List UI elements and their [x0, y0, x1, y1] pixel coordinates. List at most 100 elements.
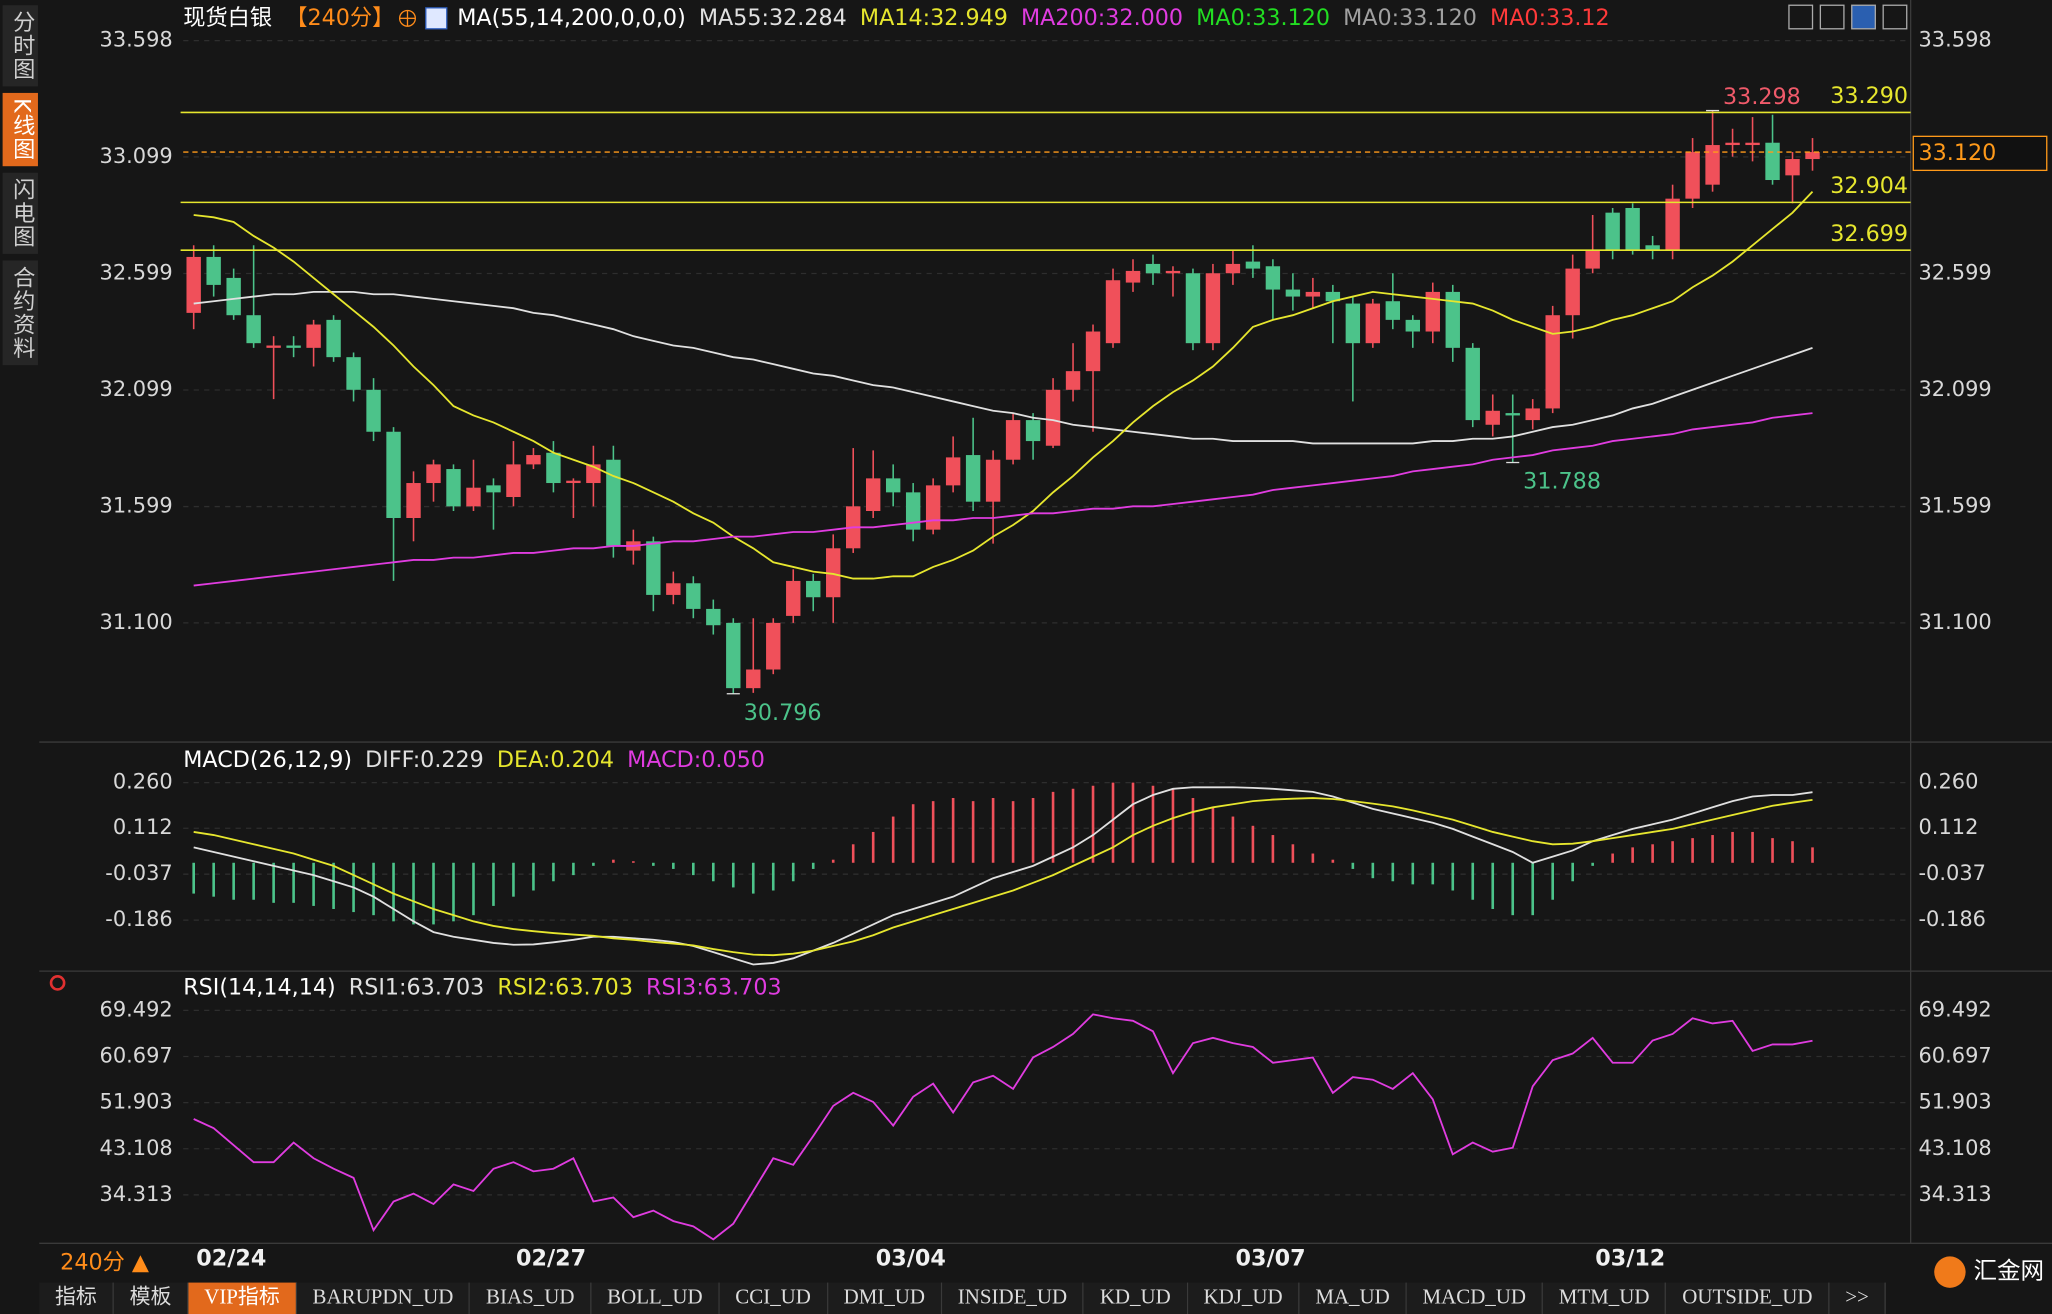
indicator-tab[interactable]: >>: [1829, 1282, 1886, 1314]
indicator-tab[interactable]: KDJ_UD: [1187, 1282, 1300, 1314]
level-label: 32.904: [1830, 173, 1908, 199]
y-tick-label: -0.186: [1919, 907, 1986, 931]
level-label: 32.699: [1830, 221, 1908, 247]
candle-body: [466, 487, 481, 507]
candle-body: [1185, 273, 1201, 344]
candle-body: [646, 541, 661, 595]
candle-body: [326, 319, 341, 358]
candle-body: [726, 622, 741, 689]
legend-item: MA(55,14,200,0,0,0): [457, 5, 686, 31]
candle-body: [246, 315, 261, 344]
series-line: [193, 797, 1813, 957]
legend-item: RSI3:63.703: [646, 975, 782, 1001]
candle-body: [1805, 152, 1820, 160]
indicator-tab[interactable]: CCI_UD: [719, 1282, 828, 1314]
candle-body: [1525, 408, 1540, 421]
last-price-label: 33.120: [1919, 140, 1997, 166]
y-tick-label: 51.903: [100, 1090, 173, 1114]
y-tick-label: 31.599: [100, 494, 173, 518]
candle-body: [766, 622, 781, 670]
icon[interactable]: [1851, 4, 1876, 30]
indicator-tab[interactable]: MA_UD: [1299, 1282, 1407, 1314]
candle-body: [1145, 263, 1161, 274]
y-tick-label: -0.037: [105, 861, 172, 885]
candle-body: [506, 464, 521, 498]
candle-body: [1685, 152, 1700, 199]
y-tick-label: 0.260: [113, 770, 173, 794]
candle-body: [1625, 207, 1640, 250]
y-tick-label: 31.599: [1919, 494, 1992, 518]
candle-body: [1705, 145, 1720, 185]
indicator-tab[interactable]: 模板: [113, 1282, 189, 1314]
candle-body: [286, 345, 301, 348]
candle-body: [666, 583, 681, 595]
period-selector[interactable]: 240分 ▲: [60, 1249, 150, 1275]
candle-body: [1605, 212, 1620, 250]
indicator-tab[interactable]: 指标: [39, 1282, 114, 1314]
candle-body: [1265, 266, 1281, 290]
legend-item: MA0:33.12: [1490, 5, 1610, 31]
sidebar-tab[interactable]: 闪电图: [2, 172, 38, 255]
candle-body: [526, 455, 541, 465]
candle-body: [1125, 270, 1141, 283]
sidebar-tab[interactable]: K线图: [2, 92, 38, 167]
candle-body: [306, 324, 321, 348]
legend-item: DIFF:0.229: [365, 747, 484, 773]
indicator-tab[interactable]: OUTSIDE_UD: [1666, 1282, 1830, 1314]
sidebar: 分时图 K线图闪电图合约资料: [2, 5, 38, 372]
y-tick-label: 32.099: [100, 377, 173, 401]
y-tick-label: 69.492: [100, 997, 173, 1021]
candle-body: [1505, 413, 1520, 416]
sidebar-tab[interactable]: 合约资料: [2, 260, 38, 366]
last-price-box: [1912, 135, 2048, 172]
candle-body: [1405, 319, 1420, 332]
y-tick-label: 32.599: [100, 260, 173, 284]
indicator-tab[interactable]: BIAS_UD: [470, 1282, 592, 1314]
indicator-tab[interactable]: VIP指标: [188, 1282, 297, 1314]
legend-item: MA55:32.284: [699, 5, 847, 31]
series-line: [193, 412, 1813, 587]
candle-body: [1725, 142, 1740, 146]
candle-body: [1225, 263, 1241, 274]
legend-item: MACD:0.050: [627, 747, 765, 773]
candle-body: [1325, 291, 1341, 302]
icon[interactable]: [1788, 4, 1814, 30]
y-tick-label: 34.313: [100, 1182, 173, 1206]
candle-body: [905, 492, 921, 530]
candle-body: [985, 459, 1001, 502]
icon[interactable]: [1819, 4, 1845, 30]
legend-item: RSI1:63.703: [349, 975, 485, 1001]
candle-body: [1465, 347, 1480, 421]
y-tick-label: 31.100: [1919, 610, 1992, 634]
candle-body: [1245, 261, 1261, 269]
y-tick-label: 69.492: [1919, 997, 1992, 1021]
x-tick-label: 02/24: [196, 1246, 266, 1272]
candle-body: [746, 669, 761, 689]
legend-item: MA200:32.000: [1021, 5, 1183, 31]
extreme-label: 33.298: [1723, 84, 1801, 110]
indicator-tab[interactable]: MACD_UD: [1406, 1282, 1544, 1314]
indicator-tab[interactable]: DMI_UD: [827, 1282, 943, 1314]
toolbar-icons: [1788, 4, 1908, 30]
indicator-tab[interactable]: INSIDE_UD: [942, 1282, 1085, 1314]
indicator-tab[interactable]: MTM_UD: [1543, 1282, 1667, 1314]
candle-body: [1645, 245, 1660, 250]
y-tick-label: 43.108: [100, 1136, 173, 1160]
indicator-tab[interactable]: BARUPDN_UD: [296, 1282, 471, 1314]
indicator-tab[interactable]: BOLL_UD: [591, 1282, 720, 1314]
legend-item: MA0:33.120: [1196, 5, 1330, 31]
legend-item: MA0:33.120: [1343, 5, 1477, 31]
candle-body: [1585, 249, 1600, 269]
candle-body: [1425, 291, 1440, 332]
candle-body: [885, 478, 901, 493]
indicator-tab[interactable]: KD_UD: [1084, 1282, 1188, 1314]
sidebar-tab[interactable]: 分时图: [2, 5, 38, 87]
candle-body: [1445, 291, 1460, 348]
y-tick-label: 32.599: [1919, 260, 1992, 284]
series-line: [193, 191, 1814, 580]
y-tick-label: 0.260: [1919, 770, 1979, 794]
icon[interactable]: [1882, 4, 1908, 30]
